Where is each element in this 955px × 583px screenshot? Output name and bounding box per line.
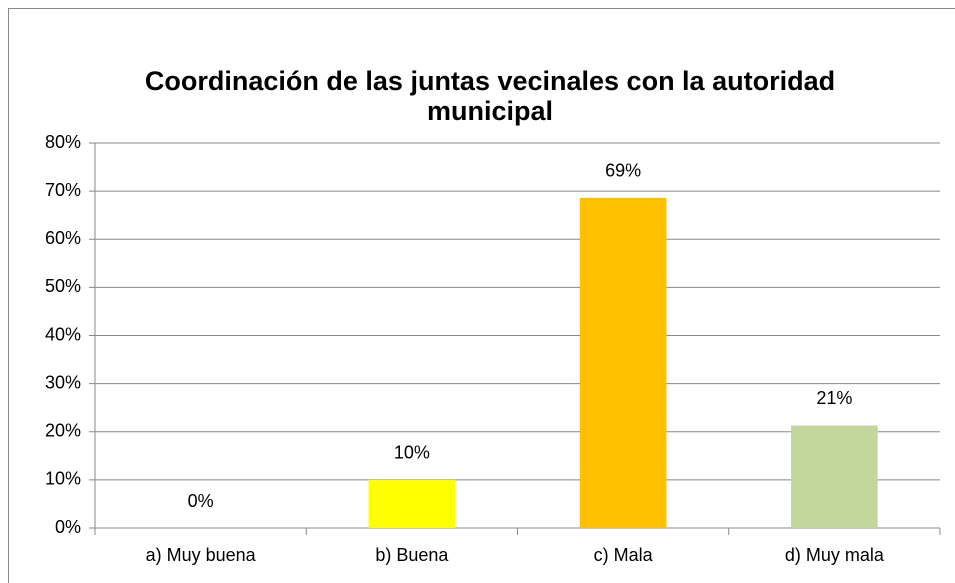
x-tick-label: d) Muy mala bbox=[785, 545, 885, 565]
y-tick-label: 10% bbox=[45, 469, 81, 489]
data-label: 21% bbox=[816, 388, 852, 408]
y-tick-label: 60% bbox=[45, 228, 81, 248]
bar bbox=[791, 425, 878, 528]
y-tick-label: 80% bbox=[45, 132, 81, 152]
y-tick-label: 0% bbox=[55, 517, 81, 537]
y-tick-label: 70% bbox=[45, 180, 81, 200]
bar bbox=[579, 197, 667, 529]
x-tick-label: b) Buena bbox=[375, 545, 449, 565]
chart-title: Coordinación de las juntas vecinales con… bbox=[144, 66, 836, 126]
data-label: 10% bbox=[394, 443, 430, 463]
data-label: 0% bbox=[188, 491, 214, 511]
y-tick-label: 40% bbox=[45, 324, 81, 344]
x-tick-label: c) Mala bbox=[594, 545, 654, 565]
bar bbox=[368, 479, 456, 528]
y-tick-label: 50% bbox=[45, 276, 81, 296]
y-tick-label: 30% bbox=[45, 372, 81, 392]
x-tick-label: a) Muy buena bbox=[146, 545, 257, 565]
y-tick-label: 20% bbox=[45, 421, 81, 441]
data-label: 69% bbox=[605, 161, 641, 181]
